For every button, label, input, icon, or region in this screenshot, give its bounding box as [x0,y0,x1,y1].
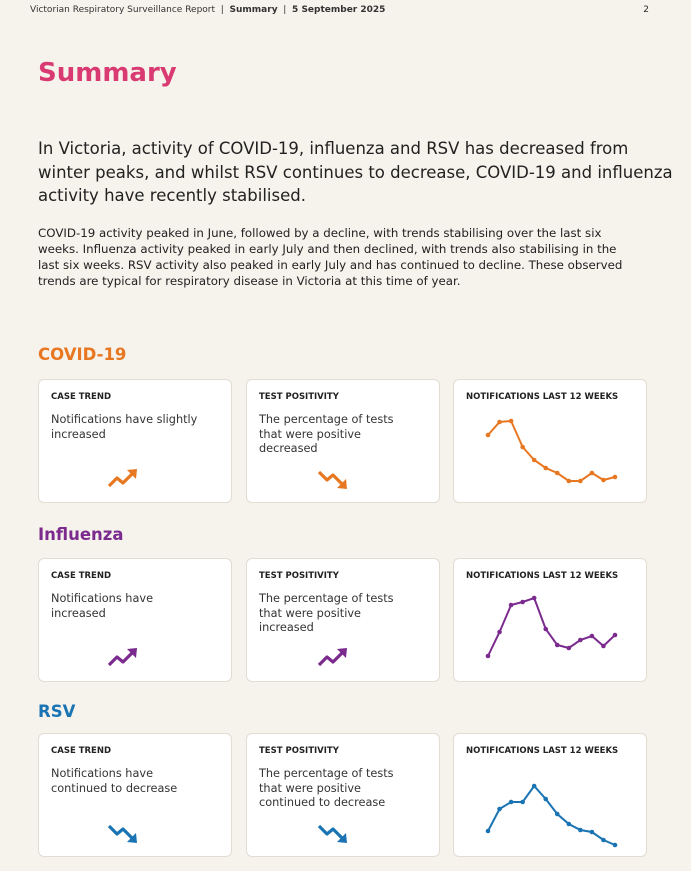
card: CASE TREND Notifications have continued t… [38,733,232,857]
sparkline-point [601,837,606,843]
card-graphic [485,783,618,848]
sparkline [487,419,616,482]
trend-arrow [317,650,345,667]
card-label: TEST POSITIVITY [259,746,339,756]
card-label: CASE TREND [51,392,112,402]
sparkline-point [612,632,618,638]
sparkline-point [612,842,618,848]
trend-arrow-head [337,648,347,658]
trend-arrow [317,824,345,841]
card: NOTIFICATIONS LAST 12 WEEKS [453,558,647,682]
sparkline-point [566,645,572,651]
sparkline-point [508,602,514,608]
sparkline-point [589,470,595,476]
sparkline-point [531,783,537,789]
sparkline-point [485,432,491,438]
sparkline-point [508,418,514,424]
card-label: TEST POSITIVITY [259,392,339,402]
body-paragraph: COVID-19 activity peaked in June, follow… [38,226,623,288]
sparkline-point [554,470,560,476]
card-graphic [107,648,137,667]
sparkline [487,596,616,657]
lead-paragraph: In Victoria, activity of COVID-19, influ… [38,139,673,205]
header: Victorian Respiratory Surveillance Repor… [30,5,386,15]
sparkline-point [485,828,491,834]
card-text: The percentage of tests that were positi… [259,592,394,634]
card-graphic [317,470,347,489]
sparkline-point [554,642,560,648]
section-heading: COVID-19 [38,345,127,364]
section-heading: RSV [38,702,76,721]
sparkline-point [601,643,606,649]
card-label: NOTIFICATIONS LAST 12 WEEKS [466,571,619,581]
card: TEST POSITIVITY The percentage of tests t… [246,733,440,857]
card-label: CASE TREND [51,571,112,581]
card: CASE TREND Notifications have slightly in… [38,379,232,503]
card-graphic [485,418,618,484]
sparkline-point [589,633,595,639]
section-name: Summary [229,5,278,15]
sparkline-point [601,477,606,483]
sparkline-point [508,799,514,805]
sparkline-point [578,637,583,643]
card-graphic [485,595,618,659]
card-text: Notifications have increased [51,592,154,620]
sparkline-point [531,457,537,463]
page-number: 2 [643,5,649,15]
card: NOTIFICATIONS LAST 12 WEEKS [453,379,647,503]
page-title: Summary [38,58,177,88]
trend-arrow [107,824,135,841]
sparkline [487,784,616,846]
card-label: CASE TREND [51,746,112,756]
card-graphic [317,824,347,843]
card: TEST POSITIVITY The percentage of tests t… [246,558,440,682]
trend-arrow [107,471,135,488]
trend-arrow [107,650,135,667]
sparkline-point [566,821,572,827]
sparkline-point [520,444,525,450]
sparkline-point [566,478,572,484]
card-graphic [107,469,137,488]
card-label: NOTIFICATIONS LAST 12 WEEKS [466,746,619,756]
trend-arrow-head [127,648,137,658]
card-text: Notifications have continued to decrease [51,767,178,795]
card: CASE TREND Notifications have increased [38,558,232,682]
sparkline-point [543,626,549,632]
sparkline-point [520,799,525,805]
card-graphic [107,824,137,843]
sparkline-point [554,811,560,817]
sparkline-point [520,599,525,605]
sparkline-point [578,478,583,484]
report-name: Victorian Respiratory Surveillance Repor… [30,5,216,15]
sparkline-point [497,629,502,635]
card: TEST POSITIVITY The percentage of tests t… [246,379,440,503]
sparkline-point [497,419,502,425]
card-graphic [317,648,347,667]
trend-arrow-head [337,833,347,843]
sparkline-point [543,796,549,802]
card-label: TEST POSITIVITY [259,571,339,581]
sparkline-point [531,595,537,601]
trend-arrow [317,470,345,487]
section-heading: Influenza [38,525,124,544]
card-label: NOTIFICATIONS LAST 12 WEEKS [466,392,619,402]
sparkline-point [497,806,502,812]
sparkline-point [578,827,583,833]
sparkline-point [612,474,618,480]
sparkline-point [589,829,595,835]
card-text: The percentage of tests that were positi… [259,767,394,809]
report-date: 5 September 2025 [292,5,386,15]
trend-arrow-head [337,479,347,489]
trend-arrow-head [127,833,137,843]
card: NOTIFICATIONS LAST 12 WEEKS [453,733,647,857]
sparkline-point [485,653,491,659]
card-text: The percentage of tests that were positi… [259,413,394,455]
sparkline-point [543,465,549,471]
trend-arrow-head [127,469,137,479]
card-text: Notifications have slightly increased [51,413,198,441]
